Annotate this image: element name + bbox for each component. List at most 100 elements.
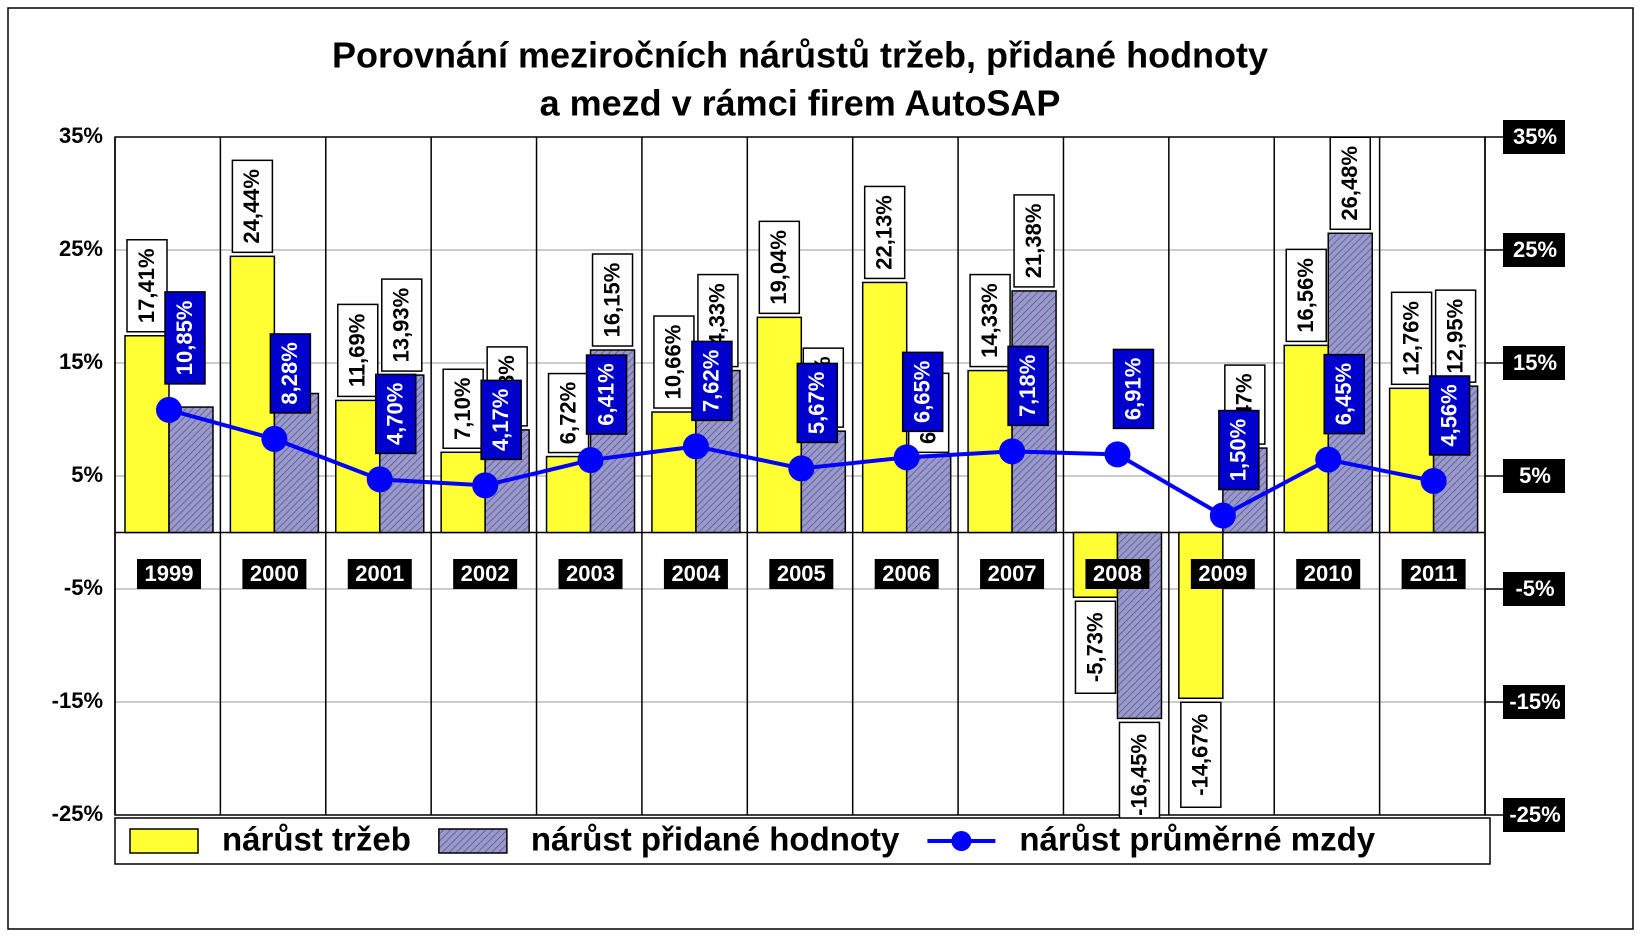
- value-label: 7,18%: [1015, 355, 1040, 417]
- y2-tick-bg: [1503, 459, 1565, 493]
- line-point: [577, 447, 604, 474]
- bar: [229, 255, 276, 534]
- value-label: -5,73%: [1082, 612, 1107, 682]
- line-point: [1315, 446, 1342, 473]
- value-label: 6,45%: [1331, 363, 1356, 425]
- value-label: 6,91%: [1120, 358, 1145, 420]
- y2-tick-bg: [1503, 233, 1565, 267]
- x-tick-bg: [453, 559, 518, 589]
- x-tick-label: 2004: [671, 561, 721, 586]
- y2-tick-label: 15%: [1513, 350, 1557, 375]
- value-label-box: [1007, 345, 1049, 427]
- line-point: [893, 444, 920, 471]
- value-label: 10,66%: [661, 325, 686, 400]
- bar: [861, 281, 908, 534]
- value-label-box: [1434, 289, 1477, 383]
- value-label: 10,85%: [172, 301, 197, 376]
- bar: [1178, 531, 1224, 700]
- value-label: 6,41%: [593, 363, 618, 425]
- y-tick-label: -15%: [52, 688, 103, 713]
- y2-tick-label: 25%: [1513, 237, 1557, 262]
- line-point: [1209, 502, 1236, 529]
- value-label: 24,44%: [239, 169, 264, 244]
- value-label: -14,67%: [1188, 714, 1213, 796]
- value-label: 14,33%: [977, 283, 1002, 358]
- value-label-box: [1323, 353, 1365, 435]
- value-label: 16,56%: [1293, 258, 1318, 333]
- line-point: [261, 425, 288, 452]
- value-label: 5,67%: [804, 372, 829, 434]
- x-tick-label: 2009: [1198, 561, 1247, 586]
- x-tick-bg: [769, 559, 834, 589]
- legend-box: [114, 817, 1491, 865]
- value-label-box: [901, 351, 944, 433]
- line-point: [682, 433, 709, 460]
- bar: [651, 411, 697, 534]
- line-point: [999, 438, 1026, 465]
- y2-tick-bg: [1503, 572, 1565, 606]
- value-label-box: [480, 379, 522, 461]
- bar: [905, 455, 952, 534]
- value-label-box: [126, 239, 168, 333]
- value-label-box: [758, 220, 801, 315]
- y2-tick-label: -5%: [1515, 576, 1554, 601]
- x-tick-bg: [874, 559, 939, 589]
- value-label: 1,50%: [1226, 419, 1251, 481]
- value-label-box: [442, 368, 484, 450]
- chart-title: a mezd v rámci firem AutoSAP: [540, 83, 1061, 124]
- legend-marker: [951, 831, 972, 851]
- value-label: 19,04%: [766, 230, 791, 305]
- value-label-box: [796, 362, 839, 444]
- value-label-box: [381, 278, 423, 372]
- value-label: 16,15%: [599, 263, 624, 338]
- x-tick-label: 2000: [250, 561, 299, 586]
- x-tick-label: 2003: [566, 561, 615, 586]
- legend-label: nárůst průměrné mzdy: [1019, 821, 1375, 858]
- value-label: 12,95%: [1442, 299, 1467, 374]
- x-tick-label: 1999: [145, 561, 194, 586]
- x-tick-label: 2005: [777, 561, 826, 586]
- value-label-box: [591, 253, 634, 347]
- chart-title: Porovnání meziročních nárůstů tržeb, při…: [332, 35, 1268, 76]
- value-label: 4,56%: [1436, 384, 1461, 446]
- value-label-box: [863, 185, 906, 280]
- value-label-box: [653, 315, 695, 409]
- line-point: [366, 466, 393, 493]
- line-point: [156, 396, 182, 423]
- bar: [273, 392, 320, 534]
- y-tick-label: 5%: [71, 462, 103, 487]
- x-tick-label: 2006: [882, 561, 931, 586]
- x-tick-label: 2001: [355, 561, 404, 586]
- value-label-box: [691, 340, 733, 422]
- value-label-box: [164, 291, 206, 385]
- value-label: 7,62%: [699, 350, 724, 412]
- x-tick-bg: [558, 559, 623, 589]
- bar: [800, 430, 847, 534]
- value-label-box: [1285, 248, 1327, 343]
- y2-tick-label: -25%: [1509, 802, 1560, 827]
- bar: [1388, 387, 1435, 534]
- y-tick-label: -5%: [64, 575, 103, 600]
- value-label-box: [1329, 136, 1371, 231]
- x-tick-bg: [663, 559, 728, 589]
- value-label: 12,76%: [1398, 301, 1423, 376]
- value-label-box: [1013, 194, 1055, 288]
- x-tick-bg: [1296, 559, 1361, 589]
- y2-tick-label: 35%: [1513, 124, 1557, 149]
- value-label: 7,10%: [450, 378, 475, 440]
- x-tick-bg: [1085, 559, 1150, 589]
- legend-swatch: [129, 828, 199, 854]
- x-tick-bg: [1190, 559, 1255, 589]
- value-label: 4,70%: [383, 383, 408, 445]
- value-label-box: [1112, 348, 1155, 430]
- x-tick-bg: [242, 559, 307, 589]
- x-tick-bg: [137, 559, 201, 589]
- x-tick-label: 2010: [1304, 561, 1353, 586]
- bar: [124, 335, 170, 534]
- y2-tick-bg: [1503, 120, 1565, 154]
- value-label: 21,38%: [1021, 204, 1046, 279]
- value-label: 6,72%: [555, 382, 580, 444]
- line-point: [1420, 467, 1447, 494]
- value-label: 22,13%: [872, 195, 897, 270]
- value-label-box: [547, 372, 590, 454]
